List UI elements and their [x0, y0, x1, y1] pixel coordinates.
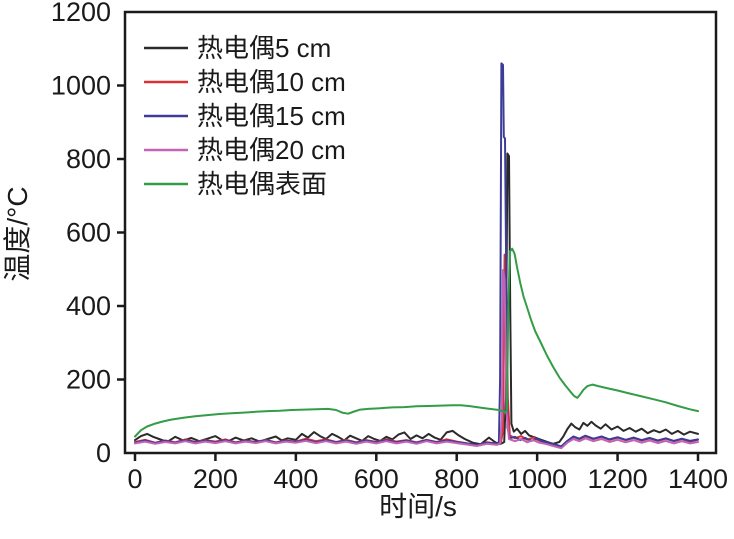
x-tick-label: 400 [273, 464, 318, 494]
y-tick-label: 800 [66, 144, 111, 174]
series-line-1 [134, 253, 699, 449]
legend-label-3: 热电偶20 cm [197, 135, 346, 165]
y-tick-label: 1200 [51, 0, 111, 27]
y-tick-label: 1000 [51, 71, 111, 101]
x-tick-label: 800 [434, 464, 479, 494]
legend-label-1: 热电偶10 cm [197, 67, 346, 97]
x-tick-label: 200 [193, 464, 238, 494]
y-tick-label: 200 [66, 365, 111, 395]
x-tick-label: 1000 [507, 464, 567, 494]
x-tick-label: 1400 [668, 464, 728, 494]
y-tick-label: 600 [66, 218, 111, 248]
legend-label-0: 热电偶5 cm [197, 33, 331, 63]
legend-label-4: 热电偶表面 [197, 169, 327, 199]
y-tick-label: 0 [96, 438, 111, 468]
y-axis-title: 温度/°C [2, 186, 33, 281]
series-line-4 [134, 247, 699, 438]
legend: 热电偶5 cm 热电偶10 cm 热电偶15 cm 热电偶20 cm 热电偶表面 [144, 33, 346, 199]
series-line-0 [134, 152, 699, 446]
x-tick-label: 0 [127, 464, 142, 494]
series-line-3 [134, 269, 699, 450]
y-tick-label: 400 [66, 291, 111, 321]
x-tick-label: 1200 [588, 464, 648, 494]
legend-label-2: 热电偶15 cm [197, 101, 346, 131]
plot-area: 0 200 400 600 800 1000 1200 1400 0 200 400 600 800 10… [51, 0, 728, 494]
x-axis-title: 时间/s [379, 491, 457, 522]
x-tick-label: 600 [354, 464, 399, 494]
